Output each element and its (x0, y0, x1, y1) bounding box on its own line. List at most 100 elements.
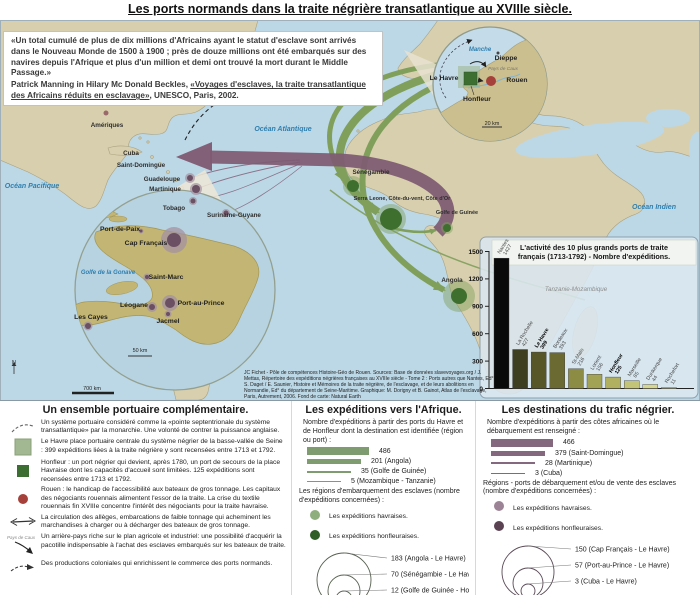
flow-band (491, 472, 525, 474)
svg-text:125: 125 (614, 365, 624, 376)
col3-regions-title: Régions - ports de débarquement et/ou de… (483, 479, 677, 496)
map-label: N (12, 360, 16, 366)
leader-line (527, 545, 572, 550)
y-tick-label: 0 (479, 386, 483, 393)
port-point (167, 233, 181, 247)
destination-point (187, 175, 193, 181)
flow-band-value: 5 (Mozambique - Tanzanie) (351, 478, 436, 486)
map-label: Rouen (506, 77, 527, 84)
legend-item-text: Un système portuaire considéré comme la … (41, 419, 280, 435)
bar (624, 380, 640, 389)
col2-intro: Nombre d'expéditions à partir des ports … (303, 419, 464, 444)
destination-point (190, 198, 196, 204)
honfleur-square (463, 71, 478, 86)
size-circle-label: 3 (Cuba - Le Havre) (575, 579, 637, 586)
quote-text: «Un total cumulé de plus de dix millions… (11, 36, 367, 78)
embark-point (443, 224, 451, 232)
legend-item: Un système portuaire considéré comme la … (5, 419, 286, 436)
map-label: Jacmel (156, 318, 179, 325)
dashed-arc-icon (5, 419, 41, 436)
flow-band (491, 462, 535, 464)
legend-column-ports: Un ensemble portuaire complémentaire. Un… (0, 401, 292, 595)
size-circle-label: 57 (Port-au-Prince - Le Havre) (575, 563, 669, 570)
bar (642, 384, 658, 389)
bar (586, 374, 603, 389)
flow-band-row: 28 (Martinique) (491, 460, 695, 467)
flow-band-row: 5 (Mozambique - Tanzanie) (307, 478, 470, 485)
map-label: Pays de Caux (488, 66, 518, 72)
flow-band-row: 201 (Angola) (307, 458, 470, 465)
flow-band-value: 486 (379, 447, 391, 455)
region-dot-label: Les expéditions honfleuraises. (329, 533, 419, 541)
svg-text:216: 216 (577, 356, 587, 367)
port-point (149, 304, 155, 310)
size-circle (501, 545, 555, 595)
legend-item-text: Rouen : le handicap de l'accessibilité a… (41, 486, 281, 511)
bar (661, 387, 677, 389)
svg-text:1427: 1427 (502, 243, 513, 256)
flow-band (307, 470, 351, 473)
embark-point (451, 288, 467, 304)
leader-line (527, 580, 572, 585)
svg-text:85: 85 (633, 371, 641, 379)
map-data-points (83, 110, 475, 331)
legend-panel: Un ensemble portuaire complémentaire. Un… (0, 400, 700, 595)
flow-band-value: 201 (Angola) (371, 458, 412, 466)
legend-column-destinations: Les destinations du trafic négrier. Nomb… (476, 401, 700, 595)
port-point (139, 229, 143, 233)
legend-col3-header: Les destinations du trafic négrier. (501, 404, 675, 416)
legend-item: Des productions coloniales qui enrichiss… (5, 560, 286, 574)
quote-attribution: Patrick Manning in Hilary Mc Donald Beck… (11, 80, 366, 101)
port-point (145, 275, 149, 279)
region-dot-label: Les expéditions havraises. (329, 513, 408, 521)
embark-circles-diagram: 183 (Angola - Le Havre) 70 (Sénégambie - … (316, 552, 489, 595)
legend-col2-header: Les expéditions vers l'Afrique. (305, 404, 462, 416)
size-circle (512, 567, 544, 595)
bar (549, 352, 565, 389)
leader-line (343, 573, 388, 576)
dieppe-dot (496, 51, 500, 55)
legend-item: Le Havre place portuaire centrale du sys… (5, 438, 286, 456)
dashed-arrow-icon (5, 560, 41, 574)
svg-text:399: 399 (540, 340, 550, 351)
map-label: Océan Indien (632, 204, 676, 211)
map-label: Amériques (91, 122, 124, 129)
embark-point (380, 208, 402, 230)
region-dot-row: Les expéditions havraises. (309, 508, 470, 526)
leader-line (343, 552, 388, 559)
chart-title: L'activité des 10 plus grands ports de t… (520, 243, 668, 252)
legend-item: Rouen : le handicap de l'accessibilité a… (5, 486, 286, 511)
quote-box: «Un total cumulé de plus de dix millions… (3, 31, 383, 106)
y-tick-label: 1200 (469, 276, 484, 283)
flow-band-value: 3 (Cuba) (535, 469, 563, 477)
flow-band-row: 3 (Cuba) (491, 470, 695, 477)
middle-passage-purple (176, 142, 455, 237)
double-arrow-icon (5, 514, 41, 531)
flow-band-value: 379 (Saint-Domingue) (555, 449, 624, 457)
bar (512, 349, 528, 389)
map-label: Honfleur (463, 96, 491, 103)
region-dot-label: Les expéditions havraises. (513, 504, 592, 512)
legend-item: Pays de Caux Un arrière-pays riche sur le… (5, 533, 286, 557)
dot-red-icon (5, 486, 41, 511)
col3-intro: Nombre d'expéditions à partir des côtes … (487, 419, 660, 435)
size-circle-label: 150 (Cap Français - Le Havre) (575, 547, 670, 554)
leader-line (343, 589, 388, 592)
caux-arrow-icon: Pays de Caux (5, 533, 41, 557)
size-circle (520, 583, 536, 595)
inset-caribbean (74, 170, 276, 391)
flow-band (307, 447, 369, 456)
map-labels: Amériques Cuba Saint-Domingue Guadeloupe Mar… (5, 47, 676, 392)
region-dot-row: Les expéditions honfleuraises. (309, 528, 470, 546)
map-label: Cap Français (125, 240, 168, 247)
page-header: Les ports normands dans la traite négriè… (0, 0, 700, 20)
map-label: Tanzanie-Mozambique (545, 286, 608, 293)
map-label: Serra Leone, Côte-du-vent, Côte d'Or (354, 196, 452, 202)
flow-band-row: 379 (Saint-Domingue) (491, 450, 695, 457)
svg-text:427: 427 (521, 337, 531, 348)
svg-text:Pays de Caux: Pays de Caux (7, 535, 36, 540)
legend-col1-header: Un ensemble portuaire complémentaire. (42, 404, 249, 416)
dot-dark-green-icon (309, 528, 321, 546)
